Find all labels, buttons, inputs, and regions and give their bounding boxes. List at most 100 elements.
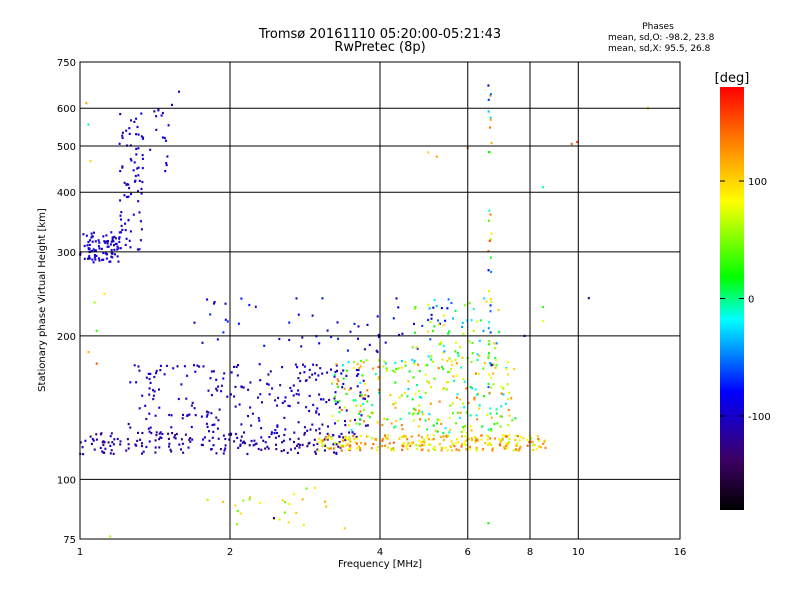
data-point (417, 363, 420, 366)
data-point (319, 367, 322, 370)
data-point (309, 428, 312, 431)
data-point (317, 441, 320, 444)
data-point (522, 437, 525, 440)
data-point (463, 406, 466, 409)
data-point (344, 424, 347, 427)
data-point (355, 404, 358, 407)
data-point (149, 426, 152, 429)
data-point (119, 170, 122, 173)
data-point (506, 383, 509, 386)
data-point (487, 250, 490, 253)
data-point (312, 403, 315, 406)
data-point (456, 393, 459, 396)
data-point (305, 487, 308, 490)
data-point (297, 313, 300, 316)
data-point (139, 438, 142, 441)
data-point (99, 446, 102, 450)
data-point (153, 390, 156, 393)
data-point (442, 344, 445, 347)
data-point (482, 329, 485, 332)
data-point (459, 345, 462, 349)
data-point (336, 401, 339, 404)
data-point (94, 249, 97, 252)
data-point (267, 373, 270, 376)
data-point (278, 518, 281, 521)
data-point (440, 307, 443, 310)
data-point (102, 443, 105, 447)
data-point (542, 186, 545, 189)
data-point (488, 352, 490, 355)
data-point (356, 437, 359, 440)
data-point (489, 407, 492, 410)
data-point (411, 346, 414, 349)
data-point (223, 449, 226, 452)
data-point (216, 338, 219, 341)
data-point (368, 416, 371, 419)
data-point (320, 398, 322, 401)
data-point (449, 367, 452, 371)
data-point (448, 416, 451, 419)
data-point (490, 364, 493, 367)
data-point (359, 447, 361, 450)
data-point (94, 240, 97, 243)
data-point (427, 318, 430, 322)
data-point (91, 250, 94, 253)
data-point (222, 434, 225, 437)
data-point (336, 382, 339, 386)
data-point (274, 399, 277, 402)
data-point (212, 444, 215, 447)
data-point (385, 437, 388, 440)
data-point (446, 359, 449, 363)
data-point (349, 447, 352, 450)
data-point (109, 444, 112, 447)
data-point (427, 303, 430, 306)
data-point (364, 394, 367, 397)
data-point (88, 243, 91, 246)
data-point (154, 451, 157, 454)
data-point (418, 410, 421, 413)
data-point (120, 231, 123, 234)
phases-title: Phases (642, 22, 674, 32)
data-point (336, 378, 339, 381)
data-point (451, 449, 453, 452)
data-point (297, 437, 300, 440)
data-point (103, 240, 106, 243)
data-point (347, 361, 350, 364)
data-point (128, 239, 131, 242)
data-point (108, 260, 111, 263)
data-point (133, 180, 136, 183)
data-point (298, 446, 301, 449)
data-point (95, 438, 98, 441)
data-point (342, 377, 345, 380)
data-point (269, 370, 272, 373)
data-point (167, 437, 170, 440)
data-point (395, 420, 398, 423)
data-point (193, 364, 195, 367)
data-point (381, 438, 384, 441)
data-point (406, 438, 409, 441)
data-point (248, 303, 251, 307)
data-point (486, 434, 489, 437)
data-point (273, 432, 276, 435)
data-point (119, 443, 122, 446)
data-point (476, 353, 479, 356)
data-point (315, 378, 318, 381)
data-point (128, 127, 131, 130)
data-point (217, 385, 220, 388)
data-point (413, 361, 416, 364)
data-point (377, 333, 380, 337)
data-point (92, 261, 95, 264)
data-point (429, 321, 432, 324)
data-point (431, 438, 434, 441)
data-point (353, 437, 356, 441)
data-point (452, 375, 455, 378)
data-point (424, 419, 427, 422)
data-point (501, 438, 504, 441)
data-point (249, 406, 252, 409)
data-point (533, 444, 536, 447)
data-point (120, 211, 123, 214)
data-point (277, 435, 280, 438)
data-point (174, 434, 177, 437)
data-point (109, 243, 112, 246)
data-point (481, 425, 484, 428)
